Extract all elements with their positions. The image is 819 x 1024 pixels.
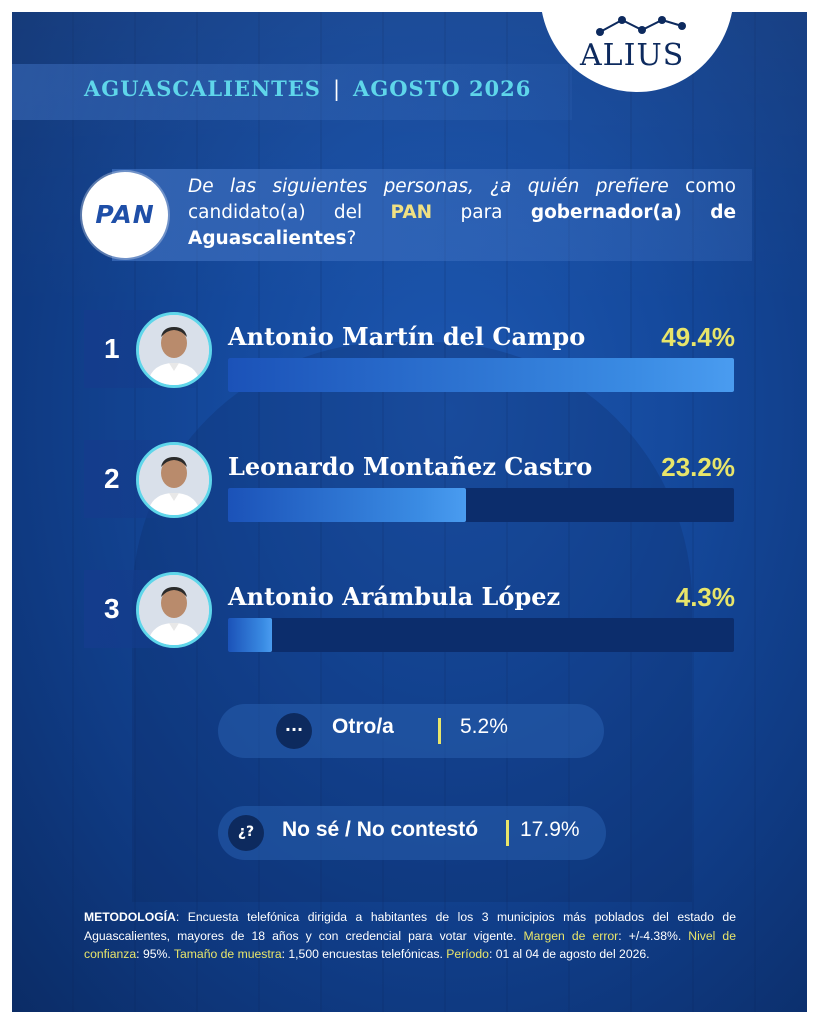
question-party: PAN [390,202,433,223]
bar [228,488,466,522]
header-band [12,64,572,120]
question-mark-icon: ¿? [228,815,264,851]
period-key: Período [446,947,489,961]
rank-number: 2 [104,463,120,494]
candidate-name: Leonardo Montañez Castro [228,452,593,481]
candidate-avatar [136,312,212,388]
question-end: ? [346,228,357,249]
header-separator: | [332,77,342,101]
other-separator [438,718,441,744]
candidate-name: Antonio Arámbula López [228,582,561,611]
sample-text: : 1,500 encuestas telefónicas. [281,947,447,961]
question-part2: como candidato(a) del [188,176,736,223]
ellipsis-icon: ··· [276,713,312,749]
pan-logo-text: PAN [95,200,155,229]
period-text: : 01 al 04 de agosto del 2026. [488,947,650,961]
question-part3: para [432,202,531,223]
methodology-key: METODOLOGÍA [84,910,176,924]
question-band [112,169,752,261]
rank-number: 3 [104,593,120,624]
bar-track [228,488,734,522]
brand-logo-text: ALIUS [580,38,685,73]
unknown-label: No sé / No contestó [282,818,479,841]
brand-logo-icon [596,16,686,36]
candidate-name: Antonio Martín del Campo [228,322,586,351]
confidence-text: : 95%. [136,947,174,961]
bar-track [228,358,734,392]
unknown-value: 17.9% [520,818,580,841]
data-label: 23.2% [661,452,735,482]
methodology-text: : Encuesta telefónica dirigida a habitan… [84,910,736,943]
question-bold2: de Aguascalientes [188,202,736,249]
pan-party-logo [82,172,168,258]
unknown-separator [506,820,509,846]
question-bold1: gobernador(a) [530,202,682,223]
candidate-avatar [136,442,212,518]
other-value: 5.2% [460,715,508,738]
other-label: Otro/a [332,715,394,738]
bar-track [228,618,734,652]
question-part1: De las siguientes personas, ¿a quién pre… [188,176,669,197]
candidate-avatar [136,572,212,648]
margin-key: Margen de error [523,928,619,943]
header-title: AGUASCALIENTES | AGOSTO 2026 [84,76,531,101]
methodology-note: METODOLOGÍA: Encuesta telefónica dirigid… [84,908,736,964]
data-label: 4.3% [675,582,735,612]
bar [228,618,272,652]
margin-text: : +/-4.38%. [618,928,689,943]
sample-key: Tamaño de muestra [173,947,282,961]
data-label: 49.4% [661,322,735,352]
poll-card: AGUASCALIENTES | AGOSTO 2026 ALIUS PAN De … [12,12,807,1012]
unknown-pill [218,806,606,860]
rank-number: 1 [104,333,120,364]
bar [228,358,734,392]
header-date: AGOSTO 2026 [353,76,532,101]
confidence-key: Nivel de confianza [84,928,736,962]
survey-question: De las siguientes personas, ¿a quién pre… [188,174,736,252]
header-state: AGUASCALIENTES [84,76,321,101]
